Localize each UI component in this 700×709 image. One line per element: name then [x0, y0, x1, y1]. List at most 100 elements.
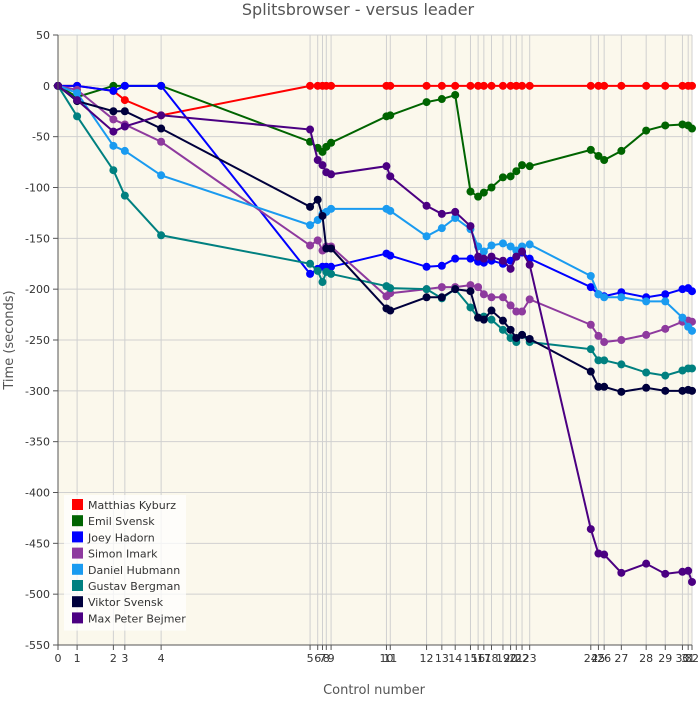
data-point — [600, 382, 609, 391]
legend-item: Emil Svensk — [72, 515, 155, 528]
data-point — [422, 232, 431, 241]
y-tick-label: -200 — [25, 283, 50, 296]
data-point — [327, 269, 336, 278]
data-point — [120, 122, 129, 131]
data-point — [586, 145, 595, 154]
data-point — [120, 107, 129, 116]
data-point — [109, 86, 118, 95]
data-point — [479, 81, 488, 90]
x-tick-label: 21 — [509, 652, 523, 665]
data-point — [506, 242, 515, 251]
x-tick-label: 6 — [314, 652, 321, 665]
x-tick-label: 10 — [379, 652, 393, 665]
data-point — [661, 290, 670, 299]
legend-swatch — [72, 612, 83, 624]
legend-label: Viktor Svensk — [88, 596, 164, 609]
y-tick-label: -150 — [25, 232, 50, 245]
legend-item: Matthias Kyburz — [72, 499, 176, 512]
x-tick-label: 31 — [681, 652, 695, 665]
legend-swatch — [72, 499, 83, 510]
legend-item: Daniel Hubmann — [72, 563, 180, 577]
data-point — [617, 568, 626, 577]
data-point — [479, 315, 488, 324]
x-tick-label: 0 — [55, 652, 62, 665]
data-point — [487, 315, 496, 324]
data-point — [525, 81, 534, 90]
data-point — [451, 81, 460, 90]
data-point — [594, 81, 603, 90]
data-point — [382, 162, 391, 171]
data-point — [120, 81, 129, 90]
data-point — [498, 256, 507, 265]
data-point — [525, 162, 534, 171]
y-tick-label: -300 — [25, 385, 50, 398]
data-point — [313, 266, 322, 275]
y-tick-labels: 50 0 -50 -100 -150 -200 -250 -300 -350 -400 -450 -5… — [25, 29, 50, 652]
data-point — [617, 81, 626, 90]
x-tick-label: 1 — [74, 652, 81, 665]
x-tick-label: 26 — [597, 652, 611, 665]
data-point — [518, 307, 527, 316]
data-point — [586, 367, 595, 376]
y-tick-label: -450 — [25, 537, 50, 550]
data-point — [313, 156, 322, 165]
data-point — [498, 293, 507, 302]
data-point — [73, 88, 82, 97]
data-point — [386, 206, 395, 215]
data-point — [327, 262, 336, 271]
x-tick-label: 32 — [685, 652, 699, 665]
y-tick-label: -350 — [25, 436, 50, 449]
data-point — [642, 297, 651, 306]
data-point — [437, 95, 446, 104]
series-max-peter-bejmer — [54, 81, 696, 586]
x-tick-label: 27 — [614, 652, 628, 665]
data-point — [688, 326, 696, 335]
data-point — [437, 261, 446, 270]
data-point — [688, 81, 696, 90]
data-point — [422, 262, 431, 271]
data-point — [661, 121, 670, 130]
legend-label: Matthias Kyburz — [88, 499, 176, 512]
data-point — [386, 306, 395, 315]
data-point — [318, 211, 327, 220]
data-point — [525, 295, 534, 304]
legend-label: Joey Hadorn — [87, 531, 155, 544]
data-point — [512, 167, 521, 176]
data-point — [506, 172, 515, 181]
data-point — [466, 281, 475, 290]
data-point — [451, 254, 460, 263]
data-point — [487, 183, 496, 192]
data-point — [109, 127, 118, 136]
data-point — [506, 325, 515, 334]
data-point — [594, 151, 603, 160]
data-point — [109, 166, 118, 175]
x-tick-label: 3 — [121, 652, 128, 665]
x-tick-label: 18 — [484, 652, 498, 665]
data-point — [120, 191, 129, 200]
data-point — [512, 252, 521, 261]
data-point — [422, 98, 431, 107]
legend-item: Gustav Bergman — [72, 580, 180, 593]
data-point — [678, 313, 687, 322]
data-point — [594, 331, 603, 340]
data-point — [466, 287, 475, 296]
x-tick-label: 8 — [323, 652, 330, 665]
data-point — [451, 207, 460, 216]
x-axis-label: Control number — [323, 683, 426, 698]
legend: Matthias Kyburz Emil Svensk Joey Hadorn Sim… — [64, 495, 186, 631]
data-point — [487, 241, 496, 250]
data-point — [327, 204, 336, 213]
data-point — [327, 138, 336, 147]
data-point — [617, 293, 626, 302]
legend-swatch — [72, 547, 83, 559]
data-point — [437, 293, 446, 302]
data-point — [73, 112, 82, 121]
legend-swatch — [72, 580, 83, 591]
data-point — [600, 356, 609, 365]
data-point — [518, 161, 527, 170]
data-point — [386, 251, 395, 260]
data-point — [600, 156, 609, 165]
legend-label: Simon Imark — [88, 548, 158, 561]
data-point — [688, 386, 696, 395]
data-point — [157, 137, 166, 146]
